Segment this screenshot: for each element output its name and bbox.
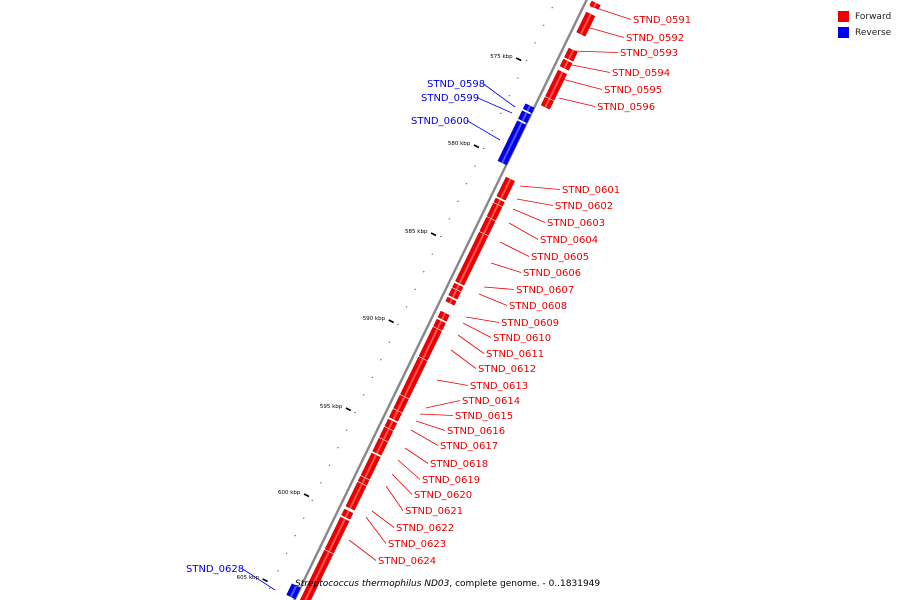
gene-label-stnd_0622[interactable]: STND_0622 (396, 523, 454, 534)
gene-label-stnd_0604[interactable]: STND_0604 (540, 235, 598, 246)
gene-labels: STND_0591 STND_0592 STND_0593 STND_0594 STND… (186, 15, 691, 575)
legend: Forward Reverse (838, 9, 891, 41)
label-leader-lines (241, 5, 632, 591)
gene-label-stnd_0607[interactable]: STND_0607 (516, 285, 574, 296)
gene-label-stnd_0628[interactable]: STND_0628 (186, 564, 244, 575)
gene-label-stnd_0613[interactable]: STND_0613 (470, 381, 528, 392)
scale-tick-label: 585 kbp (405, 229, 428, 235)
gene-highlight (422, 328, 439, 359)
gene-label-stnd_0623[interactable]: STND_0623 (388, 539, 446, 550)
gene-label-stnd_0620[interactable]: STND_0620 (414, 490, 472, 501)
gene-label-stnd_0615[interactable]: STND_0615 (455, 411, 513, 422)
scale-tick-label: 590 kbp (363, 316, 386, 322)
gene-label-stnd_0612[interactable]: STND_0612 (478, 364, 536, 375)
scale-tick-label: 600 kbp (278, 490, 301, 496)
gene-label-stnd_0617[interactable]: STND_0617 (440, 441, 498, 452)
gene-highlight (580, 13, 592, 35)
reverse-swatch (838, 27, 849, 38)
gene-label-stnd_0605[interactable]: STND_0605 (531, 252, 589, 263)
gene-label-stnd_0614[interactable]: STND_0614 (462, 396, 520, 407)
genome-backbone (293, 0, 588, 600)
gene-highlight (344, 510, 350, 518)
gene-label-stnd_0602[interactable]: STND_0602 (555, 201, 613, 212)
gene-highlight (364, 454, 377, 478)
gene-highlight (490, 204, 499, 219)
gene-highlight (304, 592, 310, 600)
gene-highlight (458, 233, 485, 284)
gene-highlight (483, 218, 492, 234)
gene-label-stnd_0618[interactable]: STND_0618 (430, 459, 488, 470)
major-tick-marks: 575 kbp 580 kbp 585 kbp 590 kbp 595 kbp 600 k… (237, 54, 522, 583)
legend-label-reverse: Reverse (855, 27, 892, 38)
gene-highlight (500, 178, 512, 199)
organism-name: Streptococcus thermophilus ND03 (295, 579, 450, 589)
gene-label-stnd_0603[interactable]: STND_0603 (547, 218, 605, 229)
gene-highlight (290, 585, 298, 598)
gene-label-stnd_0595[interactable]: STND_0595 (604, 85, 662, 96)
scale-tick-label: 595 kbp (320, 404, 343, 410)
gene-highlight (361, 477, 366, 484)
gene-highlight (497, 199, 502, 205)
gene-highlight (563, 60, 569, 69)
gene-label-stnd_0594[interactable]: STND_0594 (612, 68, 670, 79)
gene-highlight (436, 320, 443, 329)
gene-highlight (544, 98, 551, 108)
gene-highlight (328, 518, 346, 552)
gene-label-stnd_0599[interactable]: STND_0599 (421, 93, 479, 104)
gene-label-stnd_0611[interactable]: STND_0611 (486, 349, 544, 360)
gene-label-stnd_0621[interactable]: STND_0621 (405, 506, 463, 517)
gene-label-stnd_0598[interactable]: STND_0598 (427, 79, 485, 90)
minor-tick-marks (268, 6, 554, 590)
gene-label-stnd_0609[interactable]: STND_0609 (501, 318, 559, 329)
legend-item-reverse[interactable]: Reverse (838, 25, 891, 40)
gene-highlight (567, 49, 575, 60)
gene-highlight (349, 483, 363, 509)
scale-tick-label: 580 kbp (448, 141, 471, 147)
gene-highlight (376, 439, 385, 454)
gene-features (286, 0, 601, 600)
legend-item-forward[interactable]: Forward (838, 9, 891, 24)
gene-highlight (382, 428, 390, 440)
gene-highlight (593, 2, 597, 8)
scale-tick-label: 575 kbp (490, 54, 513, 60)
gene-highlight (392, 410, 399, 420)
gene-highlight (452, 289, 458, 298)
gene-label-stnd_0601[interactable]: STND_0601 (562, 185, 620, 196)
gene-label-stnd_0616[interactable]: STND_0616 (447, 426, 505, 437)
gene-highlight (403, 358, 424, 397)
gene-label-stnd_0591[interactable]: STND_0591 (633, 15, 691, 26)
gene-label-stnd_0608[interactable]: STND_0608 (509, 301, 567, 312)
gene-label-stnd_0593[interactable]: STND_0593 (620, 48, 678, 59)
genome-caption: Streptococcus thermophilus ND03, complet… (295, 579, 600, 589)
gene-highlight (449, 298, 453, 304)
gene-label-stnd_0606[interactable]: STND_0606 (523, 268, 581, 279)
gene-highlight (396, 396, 406, 411)
gene-highlight (441, 312, 447, 320)
scale-tick-label: 605 kbp (237, 575, 260, 581)
forward-swatch (838, 11, 849, 22)
gene-highlight (501, 122, 523, 164)
gene-highlight (548, 71, 564, 99)
gene-label-stnd_0592[interactable]: STND_0592 (626, 33, 684, 44)
gene-label-stnd_0619[interactable]: STND_0619 (422, 475, 480, 486)
gene-label-stnd_0596[interactable]: STND_0596 (597, 102, 655, 113)
gene-highlight (521, 112, 528, 122)
legend-label-forward: Forward (855, 11, 892, 22)
gene-label-stnd_0624[interactable]: STND_0624 (378, 556, 436, 567)
gene-highlight (307, 551, 330, 594)
gene-label-stnd_0600[interactable]: STND_0600 (411, 116, 469, 127)
gene-label-stnd_0610[interactable]: STND_0610 (493, 333, 551, 344)
caption-range: , complete genome. - 0..1831949 (449, 579, 601, 589)
gene-highlight (455, 284, 460, 290)
gene-highlight (526, 105, 531, 112)
gene-highlight (388, 420, 394, 429)
